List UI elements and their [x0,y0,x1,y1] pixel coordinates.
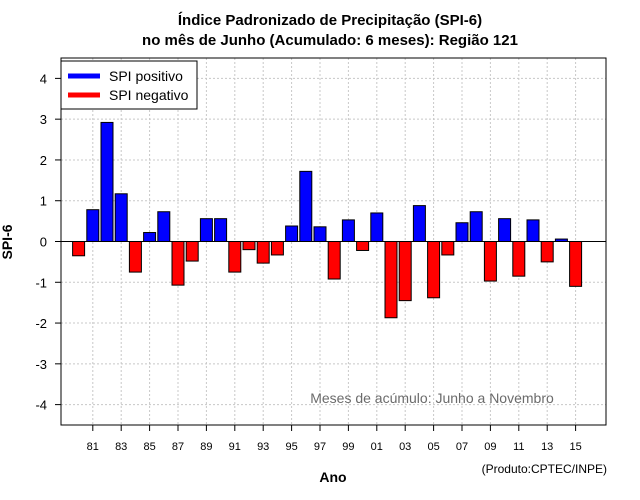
bar-negative [256,241,270,264]
y-tick-label: -2 [35,316,47,331]
x-tick-label: 15 [569,441,581,453]
grid-lines [61,58,606,425]
x-tick-label: 01 [371,441,383,453]
bar-positive [214,218,228,242]
bar-negative [540,241,554,263]
bar-negative [483,241,497,282]
x-tick-label: 81 [87,441,99,453]
x-tick-label: 91 [229,441,241,453]
y-axis: -4 -3 -2 -1 0 1 2 3 4 [35,71,61,413]
bar-negative [242,241,256,251]
x-tick-label: 83 [115,441,127,453]
x-tick-label: 93 [257,441,269,453]
legend-positive-label: SPI positivo [109,68,183,84]
y-tick-label: -4 [35,398,47,413]
bar-positive [285,225,299,242]
bar-positive [455,222,469,242]
bar-negative [441,241,455,256]
x-tick-label: 89 [200,441,212,453]
accumulation-note: Meses de acúmulo: Junho a Novembro [310,390,554,406]
legend-negative-label: SPI negativo [109,87,189,103]
y-axis-label: SPI-6 [0,224,15,259]
bar-positive [157,211,171,243]
x-tick-label: 95 [285,441,297,453]
y-tick-label: 3 [40,112,47,127]
bar-negative [512,241,526,277]
chart-title: Índice Padronizado de Precipitação (SPI-… [178,12,482,29]
product-credit: (Produto:CPTEC/INPE) [482,462,607,476]
bar-positive [86,209,100,242]
x-tick-label: 85 [143,441,155,453]
bar-positive [299,170,313,243]
y-tick-label: 2 [40,153,47,168]
x-tick-label: 97 [314,441,326,453]
bars [72,121,583,319]
bar-positive [526,219,540,242]
bar-negative [384,241,398,319]
x-tick-label: 87 [172,441,184,453]
bar-negative [185,241,199,262]
bar-negative [171,241,185,286]
y-tick-label: 4 [40,71,47,86]
bar-positive [100,121,114,242]
bar-positive [143,232,157,242]
bar-positive [313,226,327,243]
x-tick-label: 03 [399,441,411,453]
bar-positive [498,218,512,242]
x-tick-label: 99 [342,441,354,453]
bar-negative [327,241,341,280]
bar-positive [370,212,384,242]
y-tick-label: -3 [35,357,47,372]
legend: SPI positivo SPI negativo [60,60,198,110]
bar-negative [398,241,412,302]
chart-subtitle: no mês de Junho (Acumulado: 6 meses): Re… [142,32,518,49]
bar-positive [199,218,213,242]
bar-negative [427,241,441,299]
y-tick-label: 0 [40,235,47,250]
x-tick-label: 11 [513,441,524,453]
legend-box [60,60,198,110]
bar-negative [228,241,242,273]
bar-positive [469,211,483,243]
y-tick-label: -1 [35,275,47,290]
x-tick-label: 13 [541,441,553,453]
bar-negative [72,241,86,257]
bar-negative [270,241,284,256]
bar-negative [128,241,142,273]
x-tick-label: 09 [484,441,496,453]
bar-positive [412,205,426,242]
y-tick-label: 1 [40,194,47,209]
bar-positive [341,219,355,242]
x-tick-label: 05 [427,441,439,453]
bar-negative [356,241,370,251]
bar-negative [569,241,583,287]
x-axis: 81 83 85 87 89 91 93 95 97 99 01 03 05 07 09 11 13 15 [87,425,582,453]
x-axis-label: Ano [319,469,346,485]
x-tick-label: 07 [456,441,468,453]
bar-positive [114,193,128,242]
